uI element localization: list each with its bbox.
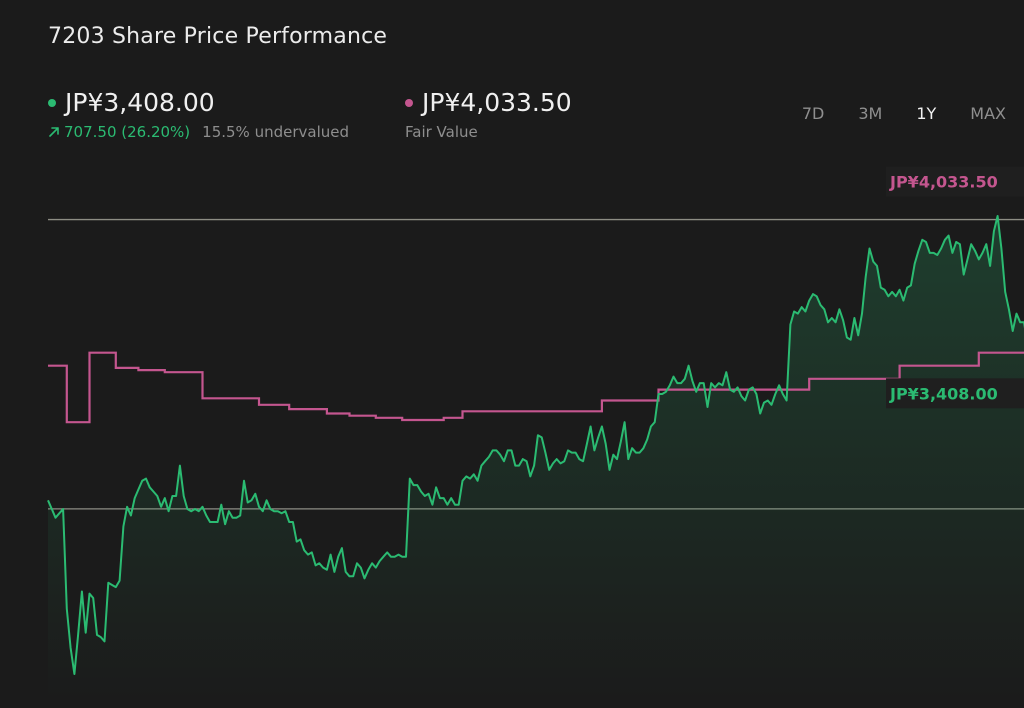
fair-value-price: JP¥4,033.50 xyxy=(422,88,572,117)
fair-value-dot-icon xyxy=(405,98,413,107)
time-range-tabs: 7D 3M 1Y MAX xyxy=(768,104,1006,123)
current-price-details: 707.50 (26.20%) 15.5% undervalued xyxy=(48,123,349,141)
valuation-status: 15.5% undervalued xyxy=(202,123,349,141)
tab-1y[interactable]: 1Y xyxy=(916,104,937,123)
fair-value-row: JP¥4,033.50 xyxy=(405,88,572,117)
price-flag-label: JP¥3,408.00 xyxy=(889,384,998,403)
fair-value-flag-label: JP¥4,033.50 xyxy=(889,173,998,192)
value-flag-background xyxy=(886,378,1024,409)
fair-value-block: JP¥4,033.50 Fair Value xyxy=(405,88,572,141)
current-price-dot-icon xyxy=(48,98,56,107)
value-flag-background xyxy=(886,166,1024,197)
current-price-row: JP¥3,408.00 xyxy=(48,88,349,117)
price-change-value: 707.50 (26.20%) xyxy=(64,123,191,141)
fair-value-details: Fair Value xyxy=(405,123,572,141)
tab-3m[interactable]: 3M xyxy=(858,104,883,123)
fair-value-label: Fair Value xyxy=(405,123,478,141)
arrow-up-right-icon xyxy=(49,127,59,137)
price-line xyxy=(47,215,1024,675)
current-price-value: JP¥3,408.00 xyxy=(65,88,215,117)
tab-max[interactable]: MAX xyxy=(970,104,1006,123)
chart-title: 7203 Share Price Performance xyxy=(48,24,388,49)
price-change: 707.50 (26.20%) xyxy=(48,123,190,141)
tab-7d[interactable]: 7D xyxy=(801,104,825,123)
current-price-block: JP¥3,408.00 707.50 (26.20%) 15.5% underv… xyxy=(48,88,349,141)
